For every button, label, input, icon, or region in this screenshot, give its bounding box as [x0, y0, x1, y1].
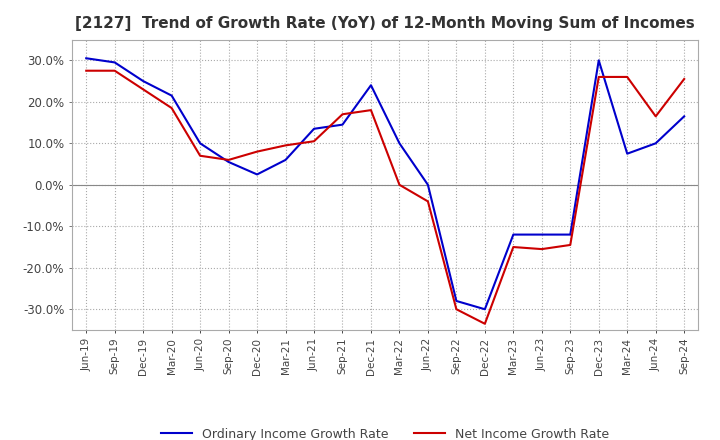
- Net Income Growth Rate: [366, 107, 375, 113]
- Net Income Growth Rate: [623, 74, 631, 80]
- Ordinary Income Growth Rate: [167, 93, 176, 98]
- Ordinary Income Growth Rate: [566, 232, 575, 237]
- Net Income Growth Rate: [82, 68, 91, 73]
- Line: Ordinary Income Growth Rate: Ordinary Income Growth Rate: [86, 58, 684, 309]
- Net Income Growth Rate: [338, 112, 347, 117]
- Ordinary Income Growth Rate: [225, 159, 233, 165]
- Title: [2127]  Trend of Growth Rate (YoY) of 12-Month Moving Sum of Incomes: [2127] Trend of Growth Rate (YoY) of 12-…: [76, 16, 695, 32]
- Net Income Growth Rate: [595, 74, 603, 80]
- Ordinary Income Growth Rate: [452, 298, 461, 304]
- Net Income Growth Rate: [139, 87, 148, 92]
- Legend: Ordinary Income Growth Rate, Net Income Growth Rate: Ordinary Income Growth Rate, Net Income …: [156, 423, 614, 440]
- Net Income Growth Rate: [282, 143, 290, 148]
- Net Income Growth Rate: [110, 68, 119, 73]
- Ordinary Income Growth Rate: [623, 151, 631, 156]
- Ordinary Income Growth Rate: [110, 60, 119, 65]
- Ordinary Income Growth Rate: [652, 141, 660, 146]
- Net Income Growth Rate: [452, 307, 461, 312]
- Line: Net Income Growth Rate: Net Income Growth Rate: [86, 71, 684, 324]
- Ordinary Income Growth Rate: [680, 114, 688, 119]
- Ordinary Income Growth Rate: [395, 141, 404, 146]
- Net Income Growth Rate: [509, 244, 518, 249]
- Net Income Growth Rate: [225, 157, 233, 162]
- Net Income Growth Rate: [566, 242, 575, 248]
- Ordinary Income Growth Rate: [196, 141, 204, 146]
- Net Income Growth Rate: [310, 139, 318, 144]
- Net Income Growth Rate: [652, 114, 660, 119]
- Ordinary Income Growth Rate: [595, 58, 603, 63]
- Ordinary Income Growth Rate: [509, 232, 518, 237]
- Ordinary Income Growth Rate: [82, 55, 91, 61]
- Ordinary Income Growth Rate: [310, 126, 318, 132]
- Net Income Growth Rate: [167, 106, 176, 111]
- Net Income Growth Rate: [395, 182, 404, 187]
- Ordinary Income Growth Rate: [253, 172, 261, 177]
- Ordinary Income Growth Rate: [480, 307, 489, 312]
- Ordinary Income Growth Rate: [537, 232, 546, 237]
- Net Income Growth Rate: [253, 149, 261, 154]
- Ordinary Income Growth Rate: [139, 78, 148, 84]
- Ordinary Income Growth Rate: [423, 182, 432, 187]
- Net Income Growth Rate: [423, 199, 432, 204]
- Ordinary Income Growth Rate: [282, 157, 290, 162]
- Net Income Growth Rate: [196, 153, 204, 158]
- Net Income Growth Rate: [537, 246, 546, 252]
- Net Income Growth Rate: [480, 321, 489, 326]
- Ordinary Income Growth Rate: [338, 122, 347, 127]
- Net Income Growth Rate: [680, 77, 688, 82]
- Ordinary Income Growth Rate: [366, 83, 375, 88]
